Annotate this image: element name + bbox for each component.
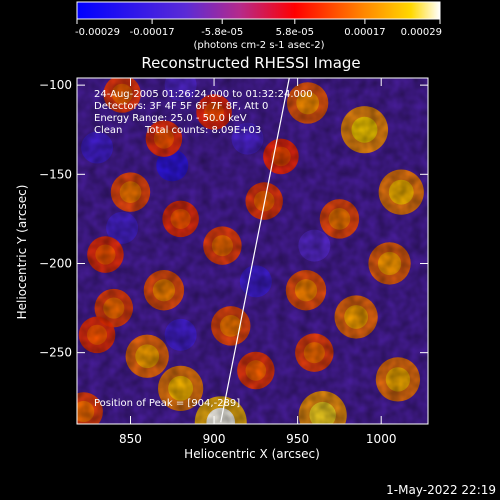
y-axis: −100 −150 −200 −250 [39, 78, 428, 360]
chart-title: Reconstructed RHESSI Image [141, 54, 360, 72]
colorbar-top-tick-label: 5.8e-05 [276, 27, 314, 38]
x-tick-label: 1000 [366, 432, 397, 446]
colorbar-unit: (photons cm-2 s-1 asec-2) [193, 40, 324, 51]
info-detectors: Detectors: 3F 4F 5F 6F 7F 8F, Att 0 [94, 101, 268, 112]
info-clean: Clean [94, 125, 122, 136]
info-annotations: 24-Aug-2005 01:26:24.000 to 01:32:24.000… [94, 89, 313, 409]
x-tick-label: 950 [286, 432, 309, 446]
plot-frame [76, 77, 429, 425]
info-counts: Total counts: 8.09E+03 [144, 125, 261, 136]
y-tick-label: −200 [39, 256, 72, 270]
colorbar-top-tick-label: -5.8e-05 [201, 27, 243, 38]
colorbar-bottom-tick-label: 0.00029 [401, 27, 442, 38]
colorbar-bottom-ticks: -0.00029 -0.00017 0.00017 0.00029 [75, 19, 442, 38]
plot-area: 850 900 950 1000 −100 −150 −200 −250 [39, 77, 429, 446]
footer-date: 1-May-2022 22:19 [386, 483, 496, 497]
x-tick-label: 900 [203, 432, 226, 446]
info-energy: Energy Range: 25.0 - 50.0 keV [94, 113, 247, 124]
x-tick-label: 850 [119, 432, 142, 446]
x-axis-label: Heliocentric X (arcsec) [184, 447, 320, 461]
x-axis: 850 900 950 1000 [119, 78, 396, 446]
solar-limb-line [220, 77, 290, 423]
y-tick-label: −100 [39, 78, 72, 92]
y-axis-label: Heliocentric Y (arcsec) [15, 185, 29, 320]
colorbar-bottom-tick-label: -0.00029 [75, 27, 120, 38]
info-peak: Position of Peak = [904,-289] [94, 398, 240, 409]
info-time-range: 24-Aug-2005 01:26:24.000 to 01:32:24.000 [94, 89, 313, 100]
colorbar: -5.8e-05 5.8e-05 -0.00029 -0.00017 0.00017 0… [75, 1, 442, 51]
colorbar-gradient [76, 1, 441, 20]
colorbar-top-ticks: -5.8e-05 5.8e-05 [201, 19, 314, 38]
y-tick-label: −250 [39, 346, 72, 360]
colorbar-bottom-tick-label: -0.00017 [130, 27, 175, 38]
y-tick-label: −150 [39, 167, 72, 181]
colorbar-bottom-tick-label: 0.00017 [344, 27, 385, 38]
heatmap-texture [77, 78, 428, 424]
